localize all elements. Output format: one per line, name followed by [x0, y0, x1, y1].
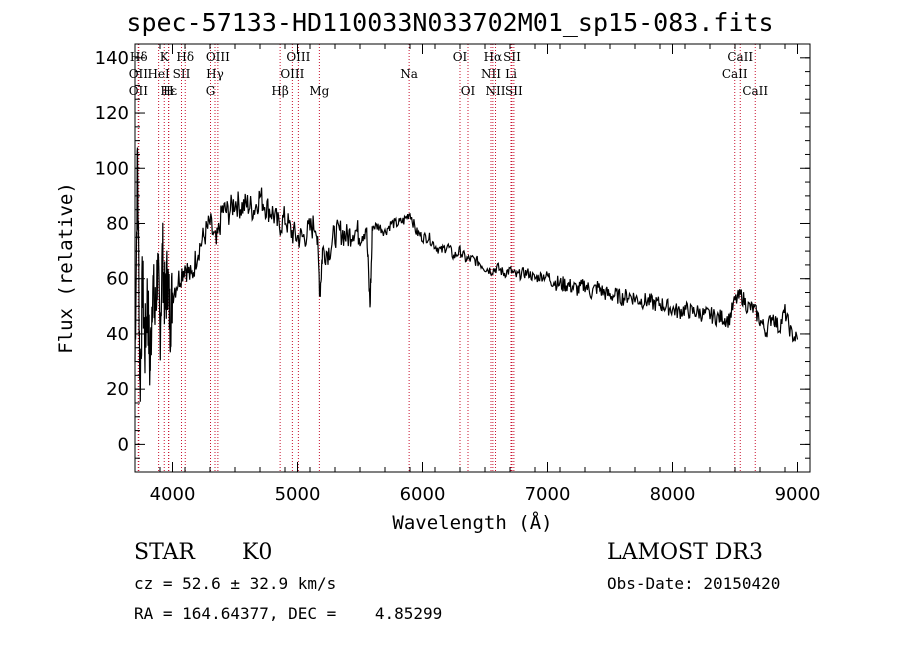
marker-label: NII [481, 67, 501, 81]
survey-name: LAMOST DR3 [607, 540, 763, 565]
y-tick-label: 140 [95, 48, 129, 69]
marker-label: CaII [727, 50, 753, 64]
x-tick-label: 6000 [400, 484, 446, 505]
marker-label: H [163, 84, 173, 98]
marker-label: Hδ [176, 50, 194, 64]
y-tick-label: 80 [106, 213, 129, 234]
marker-label: Hβ [271, 84, 288, 98]
observation-date: Obs-Date: 20150420 [607, 574, 781, 593]
y-axis-ticks: 0 20 40 60 80 100 120 140 [95, 43, 810, 459]
y-tick-label: 120 [95, 103, 129, 124]
plot-frame [134, 43, 811, 473]
marker-label: Hδ [130, 50, 148, 64]
marker-label: Hε [160, 84, 177, 98]
marker-label: Li [505, 67, 517, 81]
marker-label: SII [505, 84, 523, 98]
marker-label: CaII [722, 67, 748, 81]
marker-label: Hγ [206, 67, 224, 81]
marker-label: SII [503, 50, 521, 64]
chart-title: spec-57133-HD110033N033702M01_sp15-083.f… [126, 8, 774, 37]
marker-label: OII [129, 67, 149, 81]
line-markers [137, 44, 756, 472]
marker-label: HeI [147, 67, 170, 81]
x-tick-label: 8000 [650, 484, 696, 505]
marker-label: OII [129, 84, 149, 98]
y-tick-label: 60 [106, 269, 129, 290]
x-tick-label: 7000 [525, 484, 571, 505]
marker-label: NII [486, 84, 506, 98]
marker-label: CaII [742, 84, 768, 98]
y-axis-label: Flux (relative) [55, 182, 77, 354]
marker-label: OI [453, 50, 468, 64]
object-class: STAR [134, 540, 195, 565]
redshift-velocity: cz = 52.6 ± 32.9 km/s [134, 574, 337, 593]
flux-series-line [134, 147, 799, 402]
marker-label: OIII [286, 50, 310, 64]
marker-label: Mg [309, 84, 329, 98]
marker-label: OIII [206, 50, 230, 64]
y-tick-label: 100 [95, 158, 129, 179]
y-tick-label: 40 [106, 324, 129, 345]
object-subclass: K0 [242, 540, 273, 565]
x-tick-label: 9000 [775, 484, 821, 505]
x-axis-ticks: 4000 5000 6000 7000 8000 9000 [134, 44, 821, 505]
marker-label: G [206, 84, 216, 98]
marker-label: Na [400, 67, 418, 81]
marker-label: OIII [280, 67, 304, 81]
sky-coordinates: RA = 164.64377, DEC = 4.85299 [134, 604, 443, 623]
y-tick-label: 0 [118, 434, 129, 455]
marker-label: SII [173, 67, 191, 81]
marker-label: OI [461, 84, 476, 98]
line-marker-labels: Hδ OII OII K HeI HεH Hδ SII OIII Hγ G OIII OIII Hβ Mg N… [129, 50, 769, 98]
x-axis-label: Wavelength (Å) [392, 511, 552, 534]
marker-label: K [160, 50, 170, 64]
x-tick-label: 5000 [275, 484, 321, 505]
x-tick-label: 4000 [150, 484, 196, 505]
y-tick-label: 20 [106, 379, 129, 400]
marker-label: Hα [484, 50, 503, 64]
